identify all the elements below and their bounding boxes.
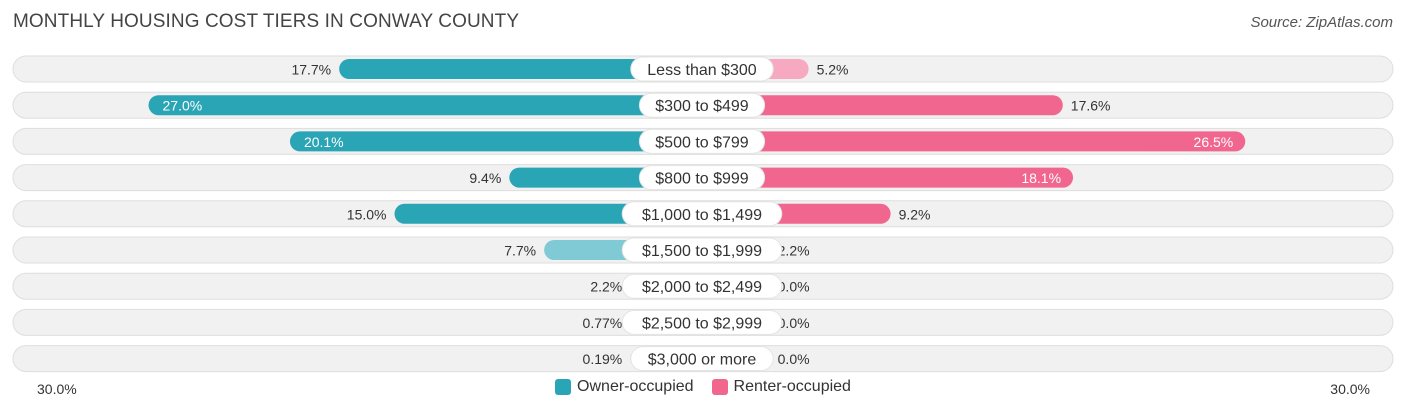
axis-right-label: 30.0% [1330,381,1370,397]
renter-swatch [711,379,728,395]
category-pill [638,165,766,191]
owner-value-label: 20.1% [304,134,344,150]
category-label: $500 to $799 [655,134,749,151]
owner-value-label: 2.2% [590,279,622,295]
category-label: $2,000 to $2,499 [642,279,762,296]
owner-bar [289,131,702,152]
owner-value-label: 17.7% [291,62,331,78]
category-label: $2,500 to $2,999 [642,315,762,332]
category-pill [630,56,774,82]
renter-value-label: 9.2% [899,206,931,222]
owner-value-label: 7.7% [504,243,536,259]
renter-value-label: 18.1% [1021,170,1061,186]
renter-value-label: 0.0% [778,315,810,331]
category-label: $3,000 or more [648,352,757,369]
category-pill [638,128,766,154]
owner-value-label: 9.4% [469,170,501,186]
renter-value-label: 17.6% [1071,98,1111,114]
owner-value-label: 27.0% [163,98,203,114]
category-label: $300 to $499 [655,98,749,115]
owner-value-label: 0.77% [583,315,623,331]
legend-renter-label: Renter-occupied [733,378,851,395]
owner-swatch [555,379,572,395]
legend: Owner-occupied Renter-occupied [0,378,1406,396]
source-label: Source: ZipAtlas.com [1250,14,1393,31]
category-label: Less than $300 [647,62,757,79]
owner-value-label: 15.0% [347,206,387,222]
category-label: $800 to $999 [655,171,749,188]
owner-bar [148,95,702,116]
category-pill [621,273,783,299]
category-pill [621,309,783,335]
legend-item-renter: Renter-occupied [711,378,851,396]
category-label: $1,500 to $1,999 [642,243,762,260]
category-pill [630,346,774,372]
renter-value-label: 5.2% [817,62,849,78]
renter-value-label: 2.2% [778,243,810,259]
renter-bar [702,95,1063,116]
category-pill [638,92,766,118]
legend-owner-label: Owner-occupied [577,378,694,395]
renter-value-label: 0.0% [778,279,810,295]
renter-bar [702,131,1246,152]
chart-title: MONTHLY HOUSING COST TIERS IN CONWAY COU… [13,11,520,32]
owner-bar [339,59,702,79]
renter-bar [702,167,1074,188]
category-pill [621,201,783,227]
category-pill [621,237,783,263]
renter-value-label: 0.0% [778,351,810,367]
category-label: $1,000 to $1,499 [642,207,762,224]
owner-value-label: 0.19% [583,351,623,367]
legend-item-owner: Owner-occupied [555,378,694,396]
axis-left-label: 30.0% [37,381,77,397]
renter-value-label: 26.5% [1194,134,1234,150]
